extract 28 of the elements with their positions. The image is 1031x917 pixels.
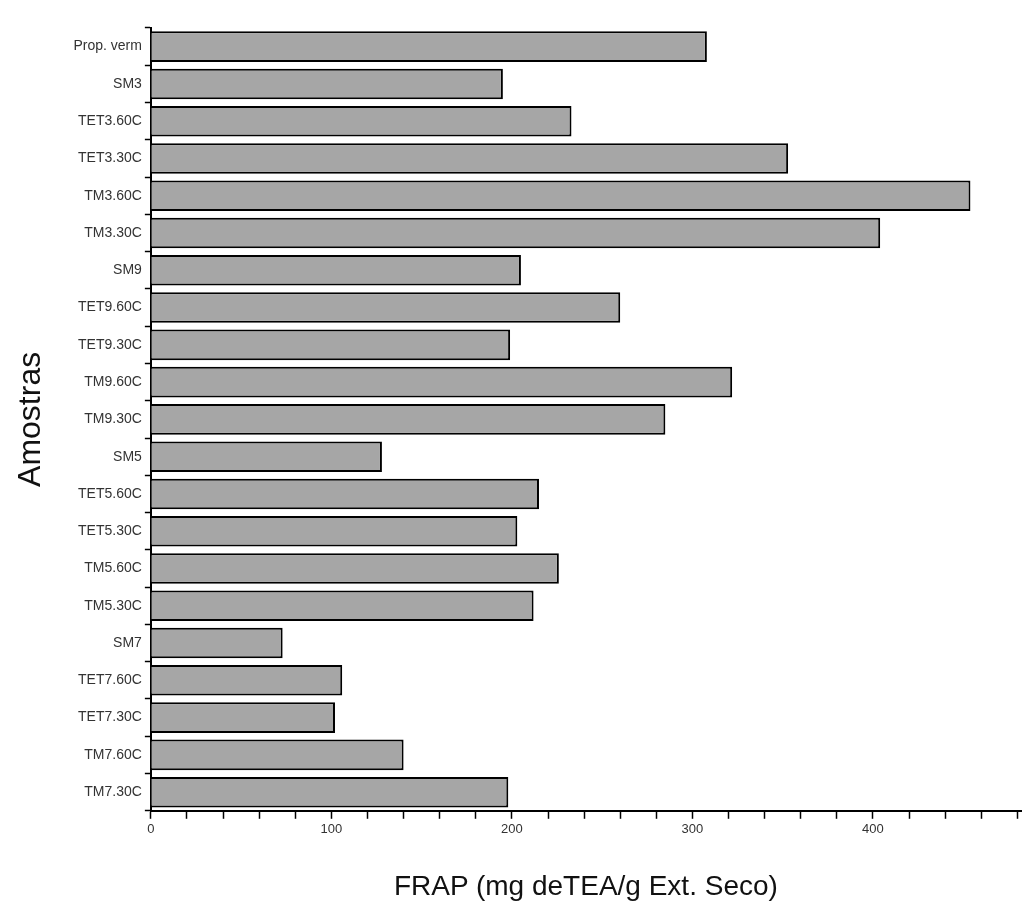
y-tick-label: SM3 — [113, 74, 143, 91]
y-tick-label: TM7.60C — [84, 745, 142, 762]
y-tick-label: TET9.60C — [78, 298, 142, 315]
y-tick-label: TET9.30C — [78, 335, 142, 352]
x-tick-label: 300 — [681, 821, 704, 837]
y-tick-label: TET3.30C — [78, 149, 142, 166]
y-tick-label: TM9.60C — [84, 372, 142, 389]
y-tick-label: TET7.60C — [78, 671, 142, 688]
x-tick-label: 200 — [501, 821, 523, 837]
x-axis-title: FRAP (mg deTEA/g Ext. Seco) — [394, 869, 778, 901]
y-tick-label: SM7 — [113, 633, 143, 650]
y-tick-label: SM5 — [113, 447, 143, 464]
y-tick-label: TM5.60C — [84, 559, 142, 576]
x-tick-label: 0 — [147, 821, 155, 837]
x-tick-label: 100 — [320, 821, 343, 837]
y-tick-label: TM9.30C — [84, 410, 142, 427]
y-axis-title: Amostras — [11, 351, 48, 487]
y-tick-label: TM5.30C — [84, 596, 142, 613]
y-tick-label: TM7.30C — [84, 783, 142, 800]
y-tick-label: TET5.60C — [78, 484, 142, 501]
x-tick-label: 400 — [862, 821, 884, 837]
y-tick-label: SM9 — [113, 261, 143, 278]
y-tick-label: TET5.30C — [78, 522, 142, 539]
y-tick-label: Prop. verm — [73, 37, 142, 54]
y-tick-label: TM3.30C — [84, 223, 142, 240]
y-tick-label: TET7.30C — [78, 708, 142, 725]
y-tick-label: TET3.60C — [78, 112, 142, 129]
y-tick-label: TM3.60C — [84, 186, 142, 203]
